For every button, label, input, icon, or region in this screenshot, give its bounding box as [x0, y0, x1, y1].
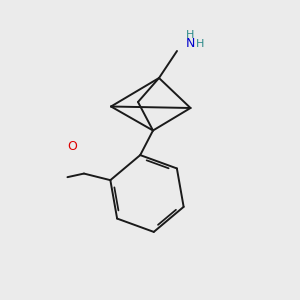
Text: N: N [186, 37, 195, 50]
Text: H: H [186, 29, 195, 40]
Text: O: O [68, 140, 77, 153]
Text: H: H [196, 39, 205, 49]
